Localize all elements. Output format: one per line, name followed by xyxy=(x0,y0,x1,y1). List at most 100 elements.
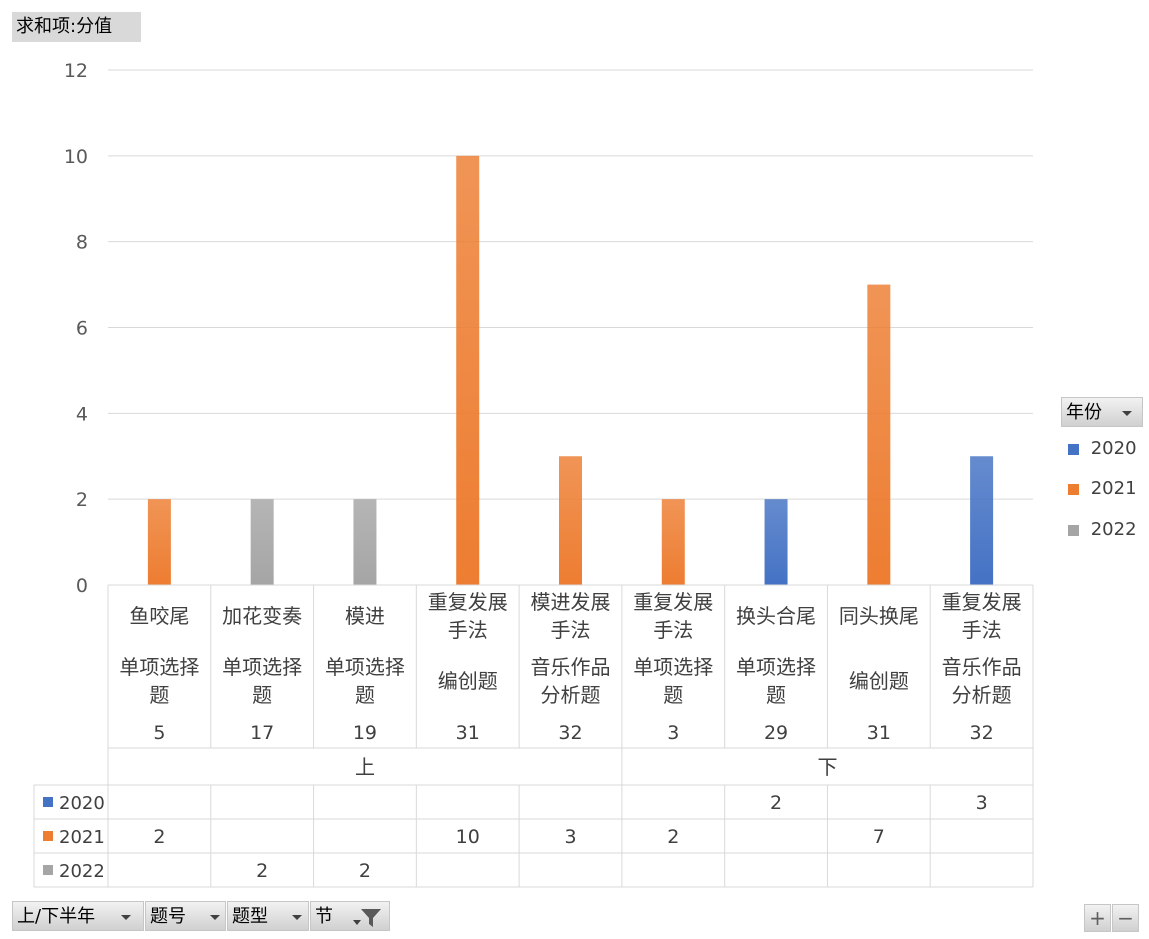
half-label: 上 xyxy=(355,755,375,779)
category-type-label: 题 xyxy=(149,683,169,707)
bar-2021-1 xyxy=(147,499,171,585)
category-number-label: 5 xyxy=(153,722,165,744)
category-section-label: 手法 xyxy=(962,618,1002,642)
legend-title: 年份 xyxy=(1066,402,1102,423)
category-section-label: 加花变奏 xyxy=(222,604,302,628)
category-number-label: 32 xyxy=(970,722,994,744)
category-type-label: 分析题 xyxy=(541,683,601,707)
zoom-out-button[interactable]: − xyxy=(1112,904,1139,932)
y-tick-label: 0 xyxy=(76,575,88,597)
bar-2021-4 xyxy=(456,155,480,586)
bar-2020-7 xyxy=(764,499,788,585)
category-type-label: 题 xyxy=(766,683,786,707)
dropdown-arrow-icon xyxy=(1121,410,1132,416)
category-section-label: 换头合尾 xyxy=(736,604,816,628)
legend-swatch-2021 xyxy=(1068,483,1079,495)
category-type-label: 分析题 xyxy=(952,683,1012,707)
category-number-label: 3 xyxy=(667,722,679,744)
category-number-label: 31 xyxy=(867,722,891,744)
axis-field-type-label: 题型 xyxy=(232,906,268,927)
category-section-label: 鱼咬尾 xyxy=(129,604,189,628)
axis-field-half-button[interactable]: 上/下半年 xyxy=(12,901,144,931)
category-section-label: 手法 xyxy=(551,618,591,642)
data-table-value: 2 xyxy=(359,860,371,882)
legend-item-2021[interactable]: 2021 xyxy=(1068,478,1137,500)
y-tick-label: 10 xyxy=(64,146,88,168)
data-table-series-label: 2021 xyxy=(59,827,105,848)
category-type-label: 题 xyxy=(252,683,272,707)
axis-field-type-button[interactable]: 题型 xyxy=(227,901,309,931)
category-section-label: 重复发展 xyxy=(428,590,508,614)
category-number-label: 32 xyxy=(558,722,582,744)
data-table-value: 3 xyxy=(976,792,988,814)
axis-field-section-button[interactable]: 节 xyxy=(310,901,390,931)
category-section-label: 手法 xyxy=(653,618,693,642)
legend-item-2020[interactable]: 2020 xyxy=(1068,438,1137,460)
data-table-value: 2 xyxy=(667,826,679,848)
category-type-label: 音乐作品 xyxy=(531,655,611,679)
filter-icon xyxy=(351,908,381,938)
category-number-label: 29 xyxy=(764,722,788,744)
category-type-label: 单项选择 xyxy=(633,655,713,679)
data-table-value: 2 xyxy=(770,792,782,814)
data-table-value: 3 xyxy=(564,826,576,848)
y-tick-label: 12 xyxy=(64,60,88,82)
y-tick-label: 6 xyxy=(76,318,88,340)
data-table-series-label: 2020 xyxy=(59,793,105,814)
bar-2022-2 xyxy=(250,499,274,585)
value-field-button[interactable]: 求和项:分值 xyxy=(12,12,141,42)
axis-field-number-button[interactable]: 题号 xyxy=(145,901,226,931)
axis-field-number-label: 题号 xyxy=(150,906,186,927)
y-tick-label: 8 xyxy=(76,232,88,254)
category-number-label: 17 xyxy=(250,722,274,744)
legend-label-2021: 2021 xyxy=(1090,478,1137,499)
axis-field-half-label: 上/下半年 xyxy=(17,906,96,927)
bar-2021-6 xyxy=(661,499,685,585)
bar-2022-3 xyxy=(353,499,377,585)
legend-label-2022: 2022 xyxy=(1090,519,1137,540)
data-table-value: 7 xyxy=(873,826,885,848)
data-table-swatch-2021 xyxy=(43,831,53,841)
category-section-label: 重复发展 xyxy=(633,590,713,614)
category-number-label: 19 xyxy=(353,722,377,744)
y-tick-label: 4 xyxy=(76,403,88,425)
data-table-value: 2 xyxy=(153,826,165,848)
axis-field-section-label: 节 xyxy=(315,906,333,927)
data-table-series-label: 2022 xyxy=(59,861,105,882)
category-type-label: 编创题 xyxy=(849,669,909,693)
category-section-label: 同头换尾 xyxy=(839,604,919,628)
category-number-label: 31 xyxy=(456,722,480,744)
category-type-label: 单项选择 xyxy=(736,655,816,679)
data-table-swatch-2020 xyxy=(43,797,53,807)
value-field-label: 求和项:分值 xyxy=(16,16,113,37)
bar-2021-5 xyxy=(559,456,582,585)
bar-2021-8 xyxy=(867,284,891,585)
legend-label-2020: 2020 xyxy=(1090,438,1137,459)
category-type-label: 单项选择 xyxy=(222,655,302,679)
y-tick-label: 2 xyxy=(76,489,88,511)
legend-item-2022[interactable]: 2022 xyxy=(1068,519,1137,541)
category-type-label: 编创题 xyxy=(438,669,498,693)
dropdown-arrow-icon xyxy=(291,914,302,920)
legend-swatch-2022 xyxy=(1068,524,1079,536)
legend-swatch-2020 xyxy=(1068,443,1079,455)
minus-icon: − xyxy=(1117,906,1134,930)
plus-icon: + xyxy=(1089,906,1106,930)
category-type-label: 音乐作品 xyxy=(942,655,1022,679)
category-type-label: 题 xyxy=(663,683,683,707)
category-section-label: 模进发展 xyxy=(531,590,611,614)
bar-2020-9 xyxy=(970,456,994,585)
category-section-label: 手法 xyxy=(448,618,488,642)
category-type-label: 题 xyxy=(355,683,375,707)
data-table-value: 10 xyxy=(456,826,480,848)
category-type-label: 单项选择 xyxy=(119,655,199,679)
category-type-label: 单项选择 xyxy=(325,655,405,679)
dropdown-arrow-icon xyxy=(209,914,220,920)
dropdown-arrow-icon xyxy=(120,914,131,920)
legend-field-button[interactable]: 年份 xyxy=(1061,397,1143,427)
zoom-in-button[interactable]: + xyxy=(1084,904,1111,932)
data-table-swatch-2022 xyxy=(43,865,53,875)
category-section-label: 模进 xyxy=(345,604,385,628)
half-label: 下 xyxy=(817,755,837,779)
